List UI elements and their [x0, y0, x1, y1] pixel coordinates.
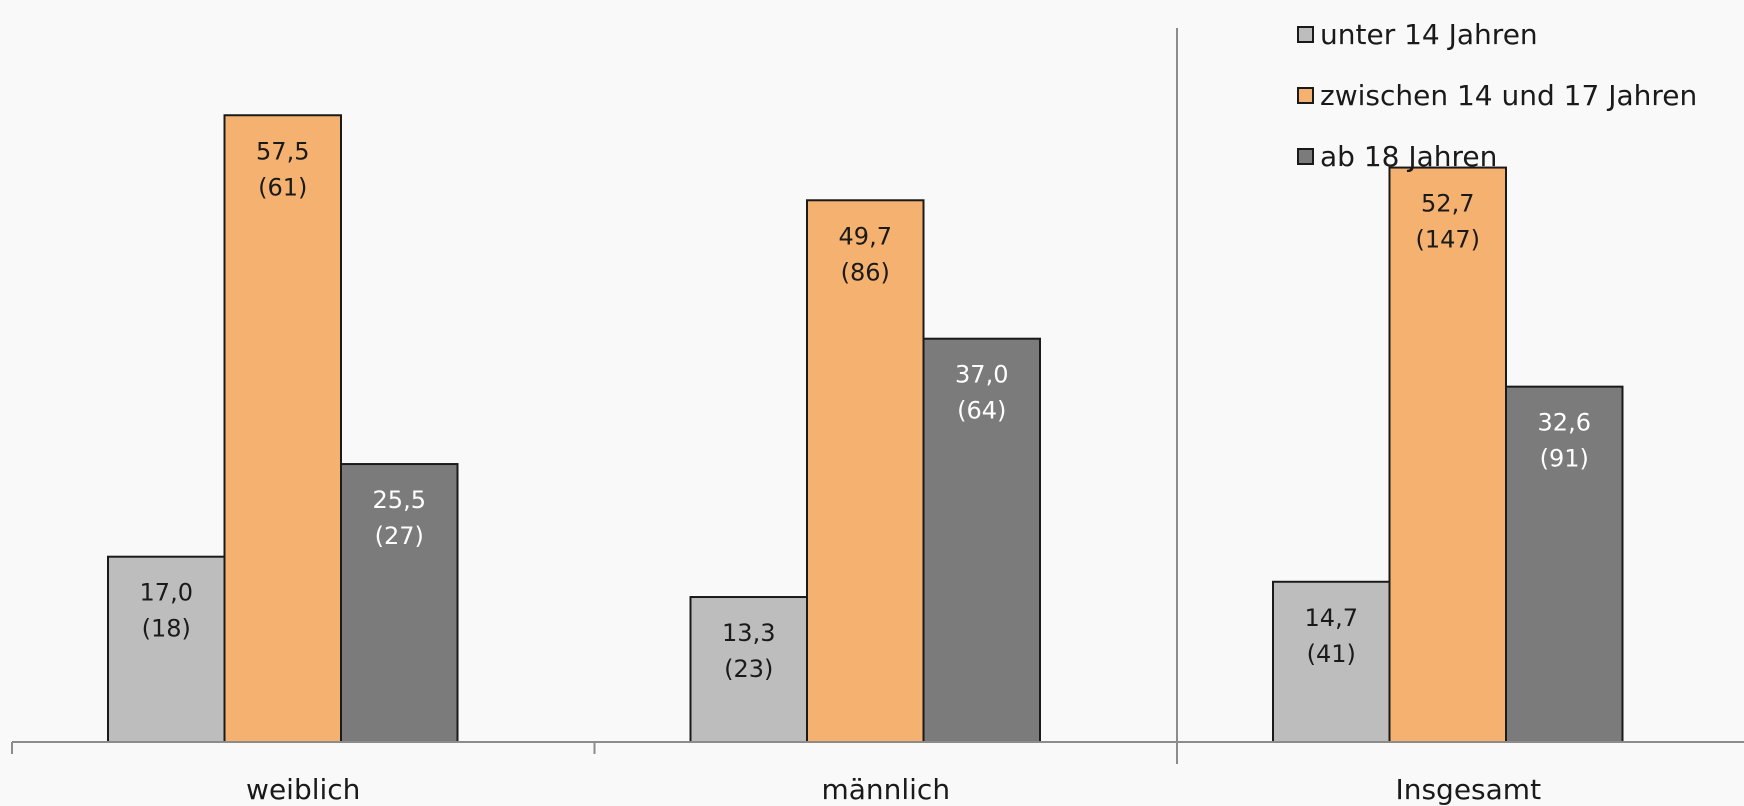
legend-label-under-14: unter 14 Jahren — [1320, 18, 1538, 51]
data-label-count-2-2: (91) — [1540, 445, 1589, 473]
data-label-count-0-2: (41) — [1307, 640, 1356, 668]
legend-label-18-plus: ab 18 Jahren — [1320, 140, 1498, 173]
data-label-value-2-0: 25,5 — [373, 486, 426, 514]
x-tick-label-2: Insgesamt — [1395, 773, 1541, 806]
chart-legend: unter 14 Jahren zwischen 14 und 17 Jahre… — [1297, 4, 1697, 187]
legend-item-14-to-17: zwischen 14 und 17 Jahren — [1297, 65, 1697, 126]
legend-label-14-to-17: zwischen 14 und 17 Jahren — [1320, 79, 1698, 112]
data-label-value-2-1: 37,0 — [955, 361, 1008, 389]
data-label-count-1-1: (86) — [841, 258, 890, 286]
legend-item-under-14: unter 14 Jahren — [1297, 4, 1697, 65]
x-tick-label-1: männlich — [821, 773, 950, 806]
data-label-value-0-0: 17,0 — [140, 579, 193, 607]
data-label-value-0-2: 14,7 — [1305, 604, 1358, 632]
data-label-value-1-2: 52,7 — [1421, 190, 1474, 218]
data-label-count-2-1: (64) — [957, 397, 1006, 425]
data-label-value-1-1: 49,7 — [839, 222, 892, 250]
bar-2-2 — [1505, 385, 1624, 743]
data-label-value-1-0: 57,5 — [256, 137, 309, 165]
data-label-count-0-1: (23) — [724, 655, 773, 683]
bar-2-0 — [340, 463, 459, 743]
data-label-count-1-2: (147) — [1415, 226, 1480, 254]
data-label-value-0-1: 13,3 — [722, 619, 775, 647]
bar-0-2 — [1272, 580, 1391, 744]
bar-0-0 — [107, 555, 226, 744]
data-label-count-1-0: (61) — [258, 173, 307, 201]
legend-swatch-18-plus — [1297, 148, 1314, 165]
data-label-count-2-0: (27) — [375, 522, 424, 550]
data-label-count-0-0: (18) — [142, 615, 191, 643]
legend-swatch-14-to-17 — [1297, 87, 1314, 104]
bar-1-2 — [1388, 166, 1507, 743]
bar-2-1 — [922, 337, 1041, 743]
legend-item-18-plus: ab 18 Jahren — [1297, 126, 1697, 187]
x-tick-label-0: weiblich — [246, 773, 360, 806]
bar-1-0 — [223, 114, 342, 743]
data-label-value-2-2: 32,6 — [1538, 409, 1591, 437]
legend-swatch-under-14 — [1297, 26, 1314, 43]
